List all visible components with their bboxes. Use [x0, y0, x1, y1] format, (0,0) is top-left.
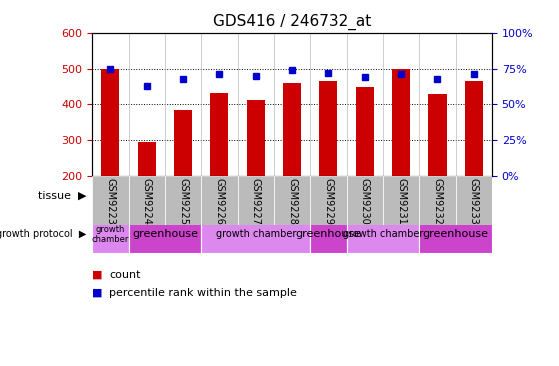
Bar [392, 69, 410, 176]
Bar [310, 216, 347, 253]
Text: GSM9224: GSM9224 [142, 178, 151, 225]
Text: GSM9232: GSM9232 [433, 178, 442, 225]
Bar [347, 178, 492, 214]
Text: GSM9229: GSM9229 [324, 178, 333, 225]
Text: count: count [109, 269, 140, 280]
Text: greenhouse: greenhouse [132, 229, 198, 239]
Bar [92, 176, 129, 225]
Text: growth chamber: growth chamber [216, 229, 296, 239]
Bar [419, 216, 492, 253]
Bar [283, 83, 301, 176]
Bar [356, 87, 374, 176]
Title: GDS416 / 246732_at: GDS416 / 246732_at [213, 14, 371, 30]
Bar [129, 216, 201, 253]
Bar [201, 216, 310, 253]
Text: GSM9228: GSM9228 [287, 178, 297, 225]
Text: greenhouse: greenhouse [423, 229, 489, 239]
Text: GSM9227: GSM9227 [251, 178, 260, 225]
Bar [319, 81, 338, 176]
Bar [456, 176, 492, 225]
Bar [174, 110, 192, 176]
Bar [165, 176, 201, 225]
Bar [101, 69, 120, 176]
Text: growth
chamber: growth chamber [92, 224, 129, 244]
Bar [310, 176, 347, 225]
Text: growth chamber: growth chamber [343, 229, 423, 239]
Text: percentile rank within the sample: percentile rank within the sample [109, 288, 297, 298]
Bar [347, 216, 419, 253]
Bar [428, 94, 447, 176]
Bar [247, 100, 265, 176]
Text: tissue  ▶: tissue ▶ [38, 191, 87, 201]
Text: GSM9230: GSM9230 [360, 178, 369, 225]
Text: GSM9226: GSM9226 [215, 178, 224, 225]
Text: ■: ■ [92, 288, 103, 298]
Text: GSM9233: GSM9233 [469, 178, 479, 225]
Bar [465, 81, 483, 176]
Bar [92, 178, 201, 214]
Text: flower: flower [401, 189, 438, 202]
Bar [419, 176, 456, 225]
Text: ■: ■ [92, 269, 103, 280]
Text: growth protocol  ▶: growth protocol ▶ [0, 229, 87, 239]
Text: greenhouse: greenhouse [295, 229, 362, 239]
Bar [129, 176, 165, 225]
Bar [138, 142, 156, 176]
Bar [383, 176, 419, 225]
Text: GSM9223: GSM9223 [106, 178, 115, 225]
Text: GSM9225: GSM9225 [178, 178, 188, 225]
Bar [201, 176, 238, 225]
Bar [210, 93, 229, 176]
Bar [347, 176, 383, 225]
Bar [92, 216, 129, 253]
Text: stem: stem [259, 189, 288, 202]
Bar [274, 176, 310, 225]
Text: leaf: leaf [136, 189, 158, 202]
Text: GSM9231: GSM9231 [396, 178, 406, 225]
Bar [201, 178, 347, 214]
Bar [238, 176, 274, 225]
